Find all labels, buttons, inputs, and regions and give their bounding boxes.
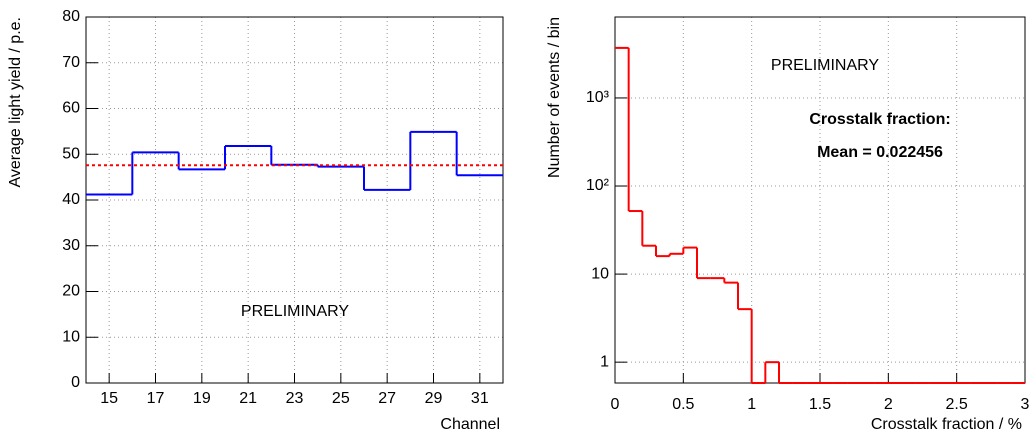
y-axis-label: Average light yield / p.e. [7, 17, 24, 187]
x-tick-label: 1 [747, 396, 756, 413]
x-axis-label: Crosstalk fraction / % [871, 416, 1022, 433]
x-tick-label: 0 [611, 396, 620, 413]
y-tick-label: 20 [62, 283, 80, 300]
y-tick-label: 70 [62, 54, 80, 71]
x-tick-label: 19 [193, 390, 211, 407]
x-tick-label: 21 [239, 390, 257, 407]
x-tick-label: 17 [147, 390, 165, 407]
x-tick-label: 15 [100, 390, 118, 407]
x-tick-label: 0.5 [672, 396, 694, 413]
annotation: PRELIMINARY [771, 57, 880, 74]
x-axis-label: Channel [440, 416, 500, 433]
y-tick-label: 60 [62, 100, 80, 117]
x-tick-label: 29 [425, 390, 443, 407]
x-tick-label: 23 [286, 390, 304, 407]
x-tick-label: 3 [1021, 396, 1030, 413]
x-tick-label: 25 [332, 390, 350, 407]
annotation: Mean = 0.022456 [817, 144, 943, 161]
x-tick-label: 2.5 [946, 396, 968, 413]
x-tick-label: 31 [471, 390, 489, 407]
y-axis-label: Number of events / bin [546, 17, 563, 178]
x-tick-label: 27 [378, 390, 396, 407]
plot-frame [85, 16, 504, 384]
y-tick-label: 40 [62, 191, 80, 208]
y-tick-label: 10² [586, 177, 610, 194]
y-tick-label: 10³ [586, 89, 610, 106]
y-tick-label: 1 [600, 353, 609, 370]
y-tick-label: 10 [62, 328, 80, 345]
y-tick-label: 80 [62, 8, 80, 25]
y-tick-label: 30 [62, 237, 80, 254]
x-tick-label: 2 [884, 396, 893, 413]
x-tick-label: 1.5 [809, 396, 831, 413]
y-tick-label: 0 [71, 374, 80, 391]
annotation: PRELIMINARY [241, 303, 350, 320]
annotation: Crosstalk fraction: [809, 111, 950, 128]
y-tick-label: 10 [591, 265, 609, 282]
y-tick-label: 50 [62, 145, 80, 162]
